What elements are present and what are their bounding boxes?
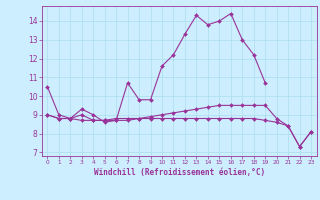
X-axis label: Windchill (Refroidissement éolien,°C): Windchill (Refroidissement éolien,°C) <box>94 168 265 177</box>
